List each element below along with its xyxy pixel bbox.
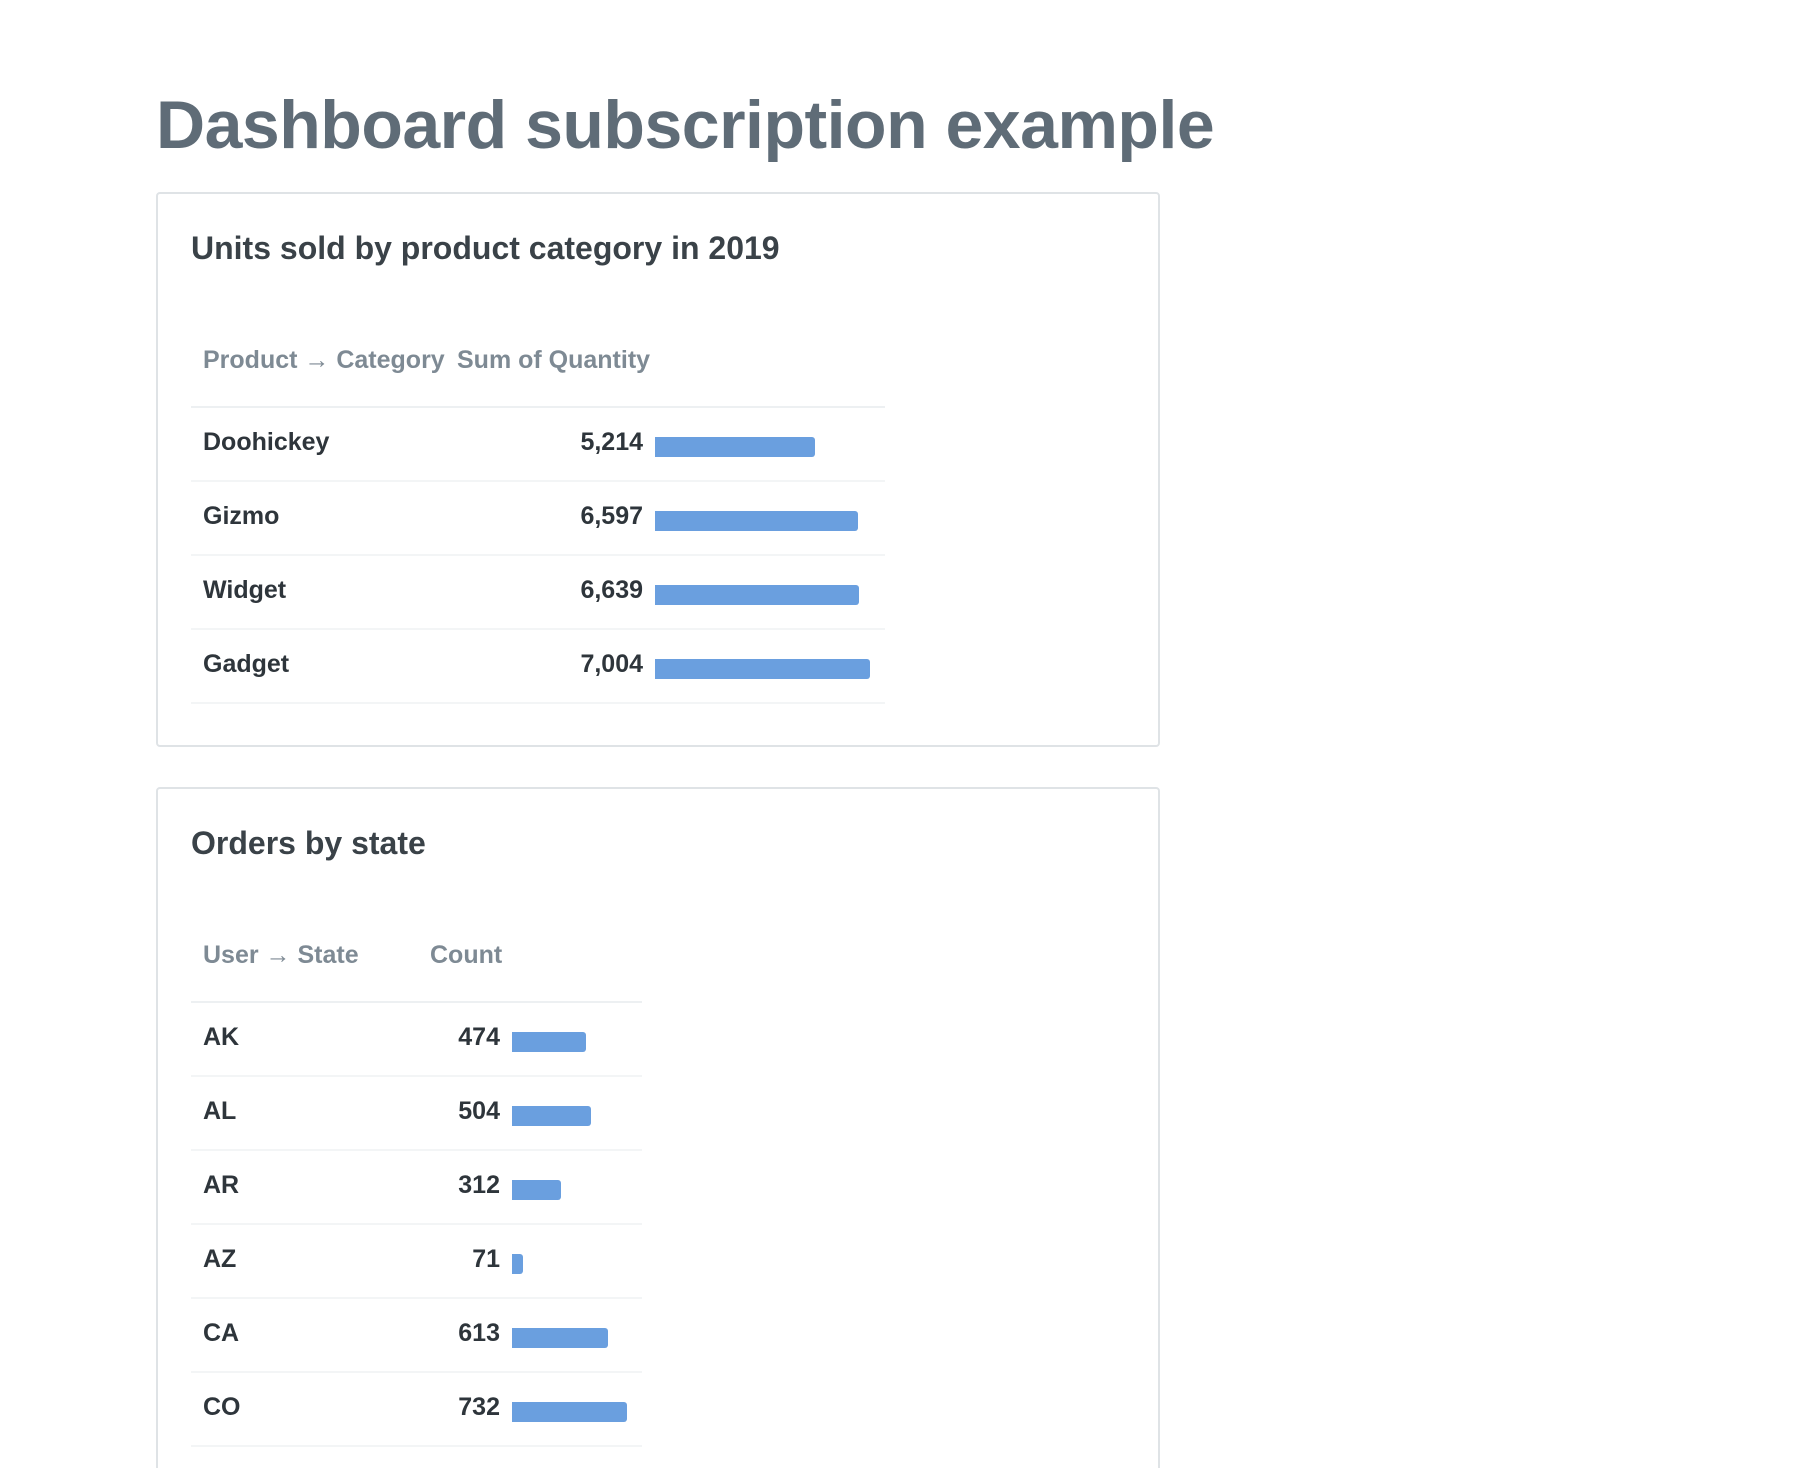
table-row[interactable]: Doohickey 5,214 [191, 408, 885, 482]
table-row[interactable]: CA 613 [191, 1299, 642, 1373]
table-row[interactable]: CO 732 [191, 1373, 642, 1447]
value-bar [655, 585, 859, 605]
table-row[interactable]: Gizmo 6,597 [191, 482, 885, 556]
row-value: 474 [458, 1023, 500, 1051]
row-value: 5,214 [580, 428, 643, 456]
table-header: Product → Category Sum of Quantity [191, 314, 885, 408]
value-bar [512, 1106, 591, 1126]
row-label: Doohickey [203, 428, 330, 456]
row-value: 6,597 [580, 502, 643, 530]
row-value: 732 [458, 1393, 500, 1421]
row-value: 71 [472, 1245, 500, 1273]
row-label: AZ [203, 1245, 237, 1273]
units-sold-card: Units sold by product category in 2019 P… [156, 192, 1160, 747]
orders-by-state-card: Orders by state User → State Count AK 474… [156, 787, 1160, 1468]
column-header-state[interactable]: User → State [203, 941, 359, 969]
card-title[interactable]: Orders by state [191, 825, 426, 861]
table-header: User → State Count [191, 909, 642, 1003]
table-row[interactable]: Widget 6,639 [191, 556, 885, 630]
page-title: Dashboard subscription example [156, 87, 1215, 163]
column-header-sum-quantity[interactable]: Sum of Quantity [457, 346, 651, 374]
value-bar [512, 1254, 523, 1274]
table-body: AK 474 AL 504 AR 312 AZ 71 CA 613 CO 732 CT500 [191, 1003, 642, 1468]
value-bar [655, 437, 815, 457]
column-header-category[interactable]: Product → Category [203, 346, 445, 374]
value-bar [512, 1032, 586, 1052]
value-bar [512, 1402, 627, 1422]
table-body: Doohickey 5,214 Gizmo 6,597 Widget 6,639 Gadge… [191, 408, 885, 704]
table-row[interactable]: AK 474 [191, 1003, 642, 1077]
orders-by-state-table: User → State Count AK 474 AL 504 AR 312 AZ 71 CA… [191, 909, 642, 1468]
card-title[interactable]: Units sold by product category in 2019 [191, 230, 780, 266]
value-bar [512, 1328, 608, 1348]
row-value: 6,639 [580, 576, 643, 604]
units-sold-table: Product → Category Sum of Quantity Doohi… [191, 314, 885, 704]
value-bar [512, 1180, 561, 1200]
value-bar [655, 511, 858, 531]
row-label: Gizmo [203, 502, 280, 530]
row-value: 7,004 [580, 650, 643, 678]
row-label: CA [203, 1319, 240, 1347]
row-label: Widget [203, 576, 287, 604]
table-row[interactable]: AR 312 [191, 1151, 642, 1225]
row-label: AR [203, 1171, 240, 1199]
value-bar [655, 659, 870, 679]
row-value: 312 [458, 1171, 500, 1199]
row-value: 613 [458, 1319, 500, 1347]
row-value: 504 [458, 1097, 500, 1125]
table-row[interactable]: Gadget 7,004 [191, 630, 885, 704]
row-label: AK [203, 1023, 240, 1051]
row-label: Gadget [203, 650, 290, 678]
row-label: AL [203, 1097, 237, 1125]
column-header-count[interactable]: Count [430, 941, 503, 969]
row-label: CO [203, 1393, 241, 1421]
table-row[interactable]: AL 504 [191, 1077, 642, 1151]
table-row[interactable]: AZ 71 [191, 1225, 642, 1299]
table-row[interactable]: CT500 [191, 1447, 642, 1468]
